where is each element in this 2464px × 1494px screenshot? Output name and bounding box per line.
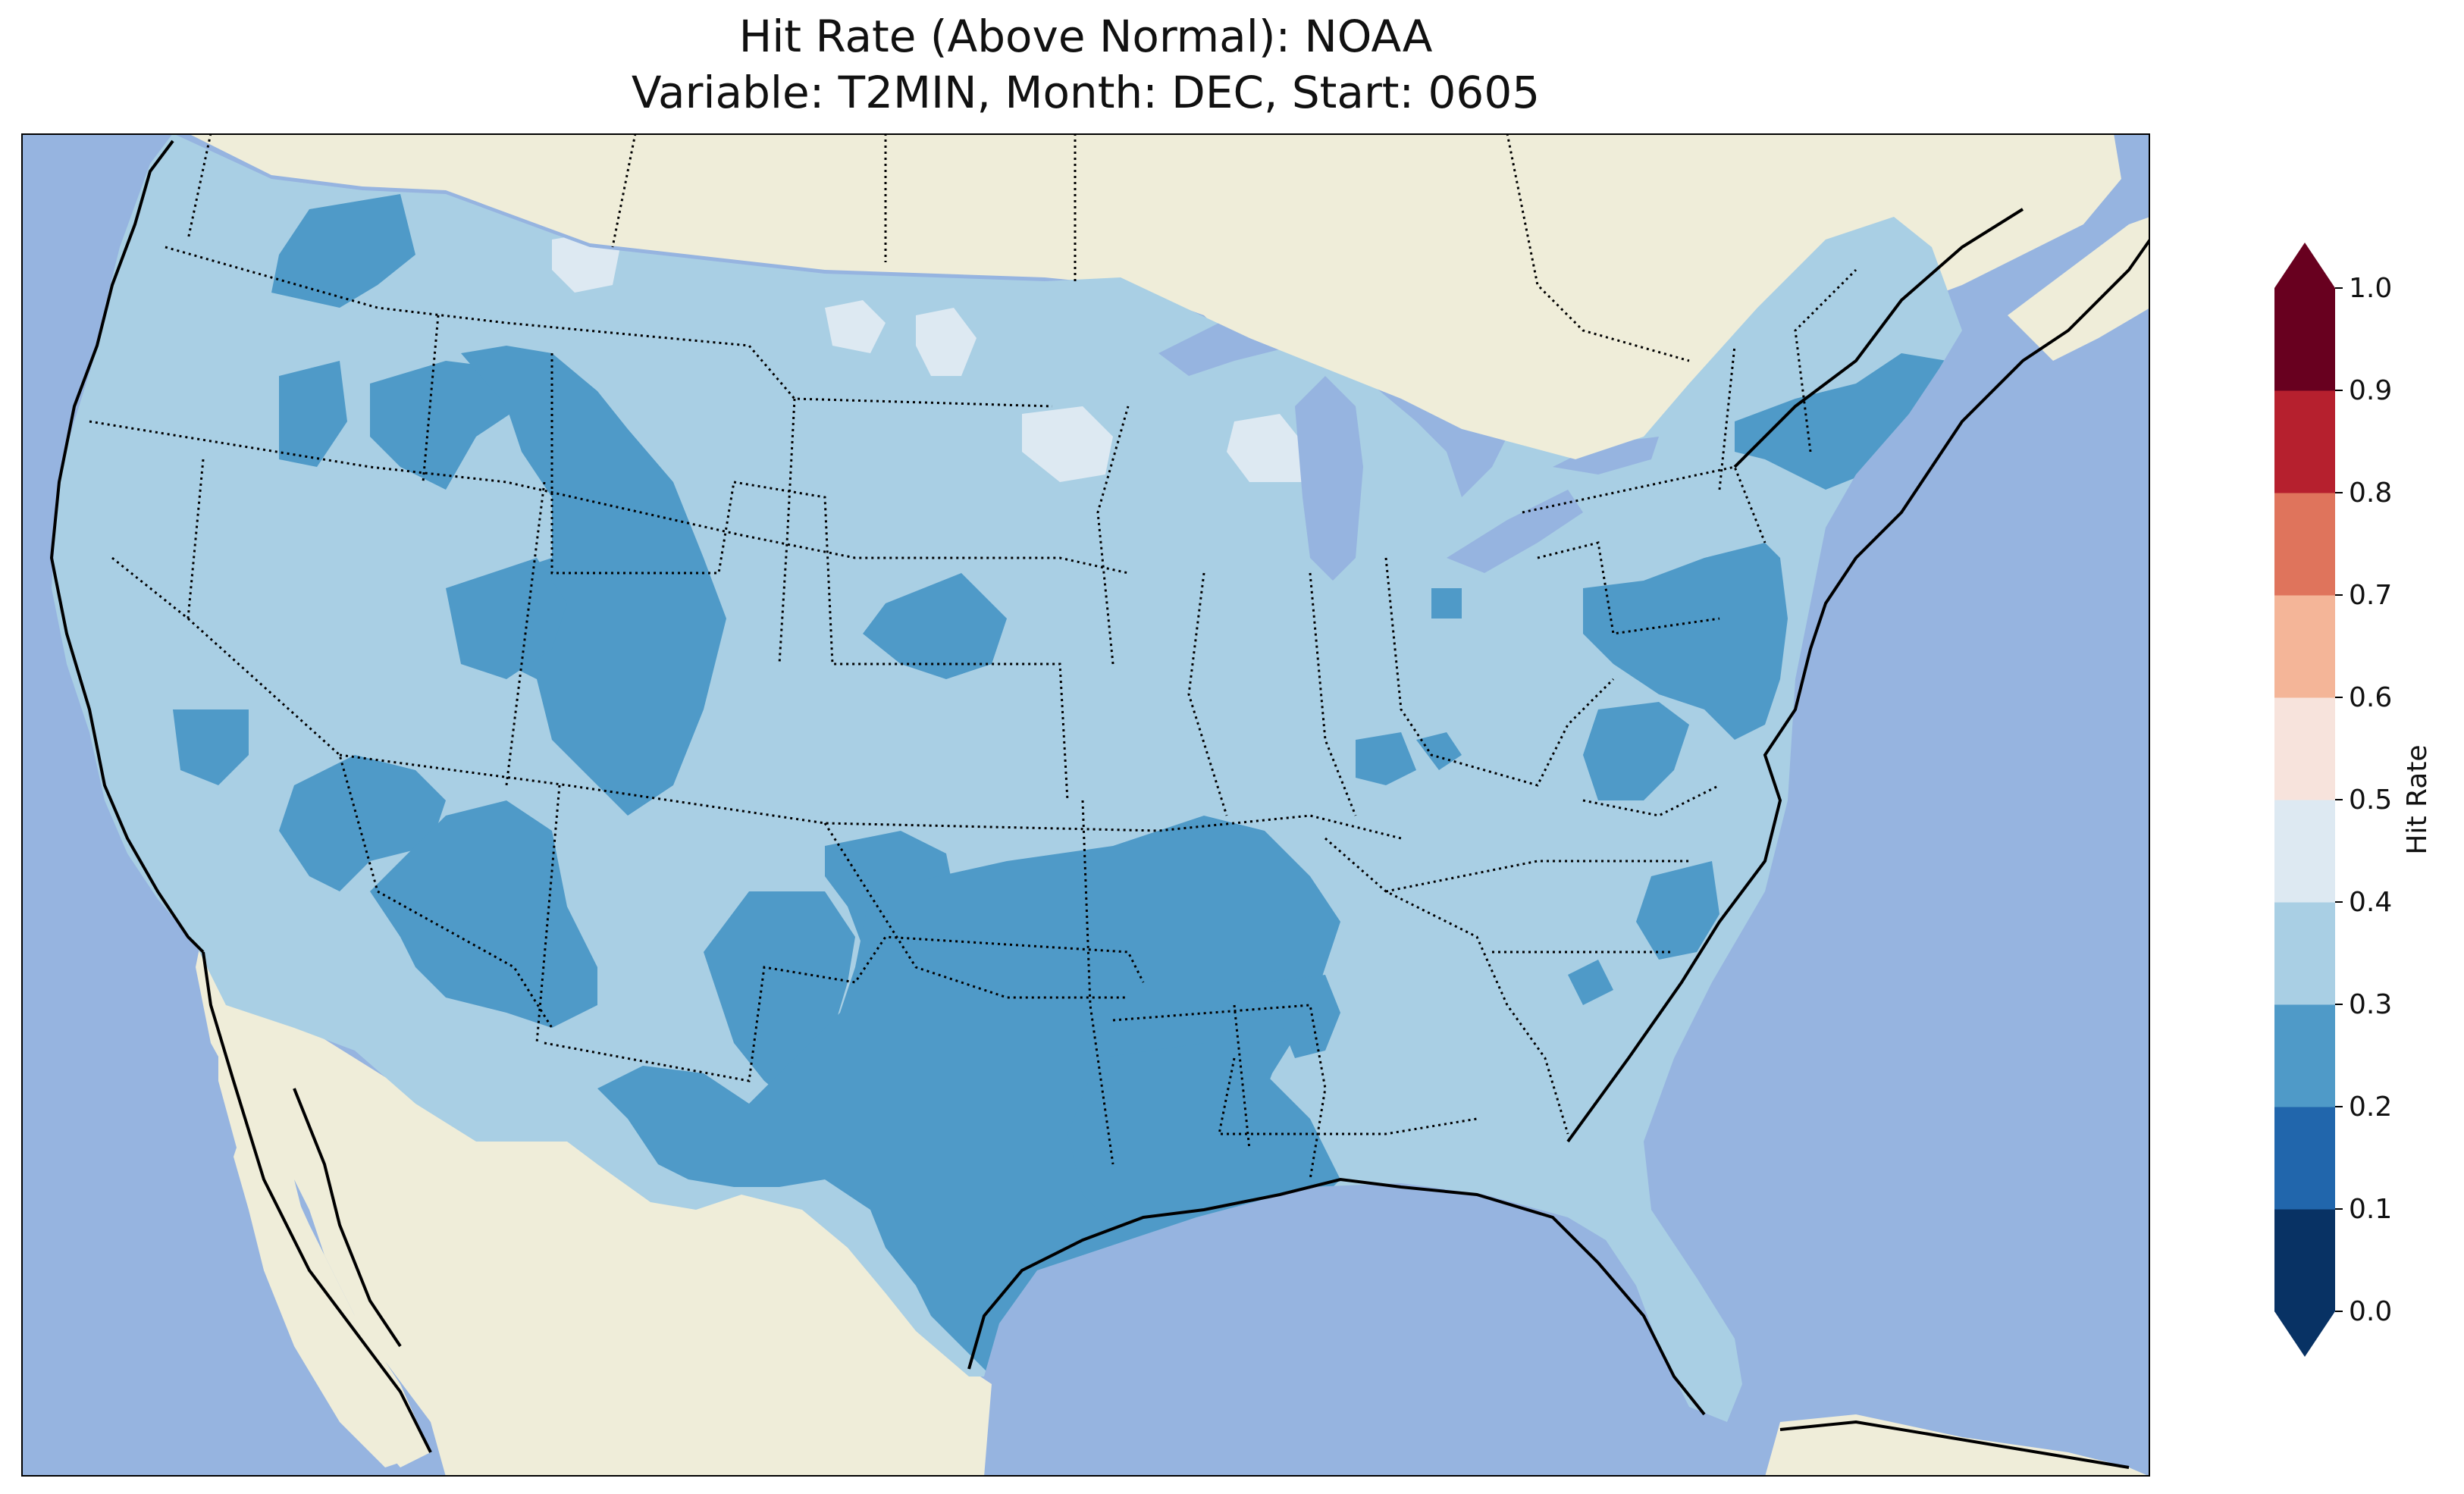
colorbar-extend-max xyxy=(2274,243,2335,288)
colorbar-bin-9 xyxy=(2274,288,2335,391)
map-subtitle: Variable: T2MIN, Month: DEC, Start: 0605 xyxy=(631,67,1541,118)
colorbar-tick-label: 0.6 xyxy=(2349,682,2392,713)
colorbar-tick-label: 0.2 xyxy=(2349,1092,2392,1123)
colorbar-bin-8 xyxy=(2274,390,2335,493)
colorbar: 0.0 0.1 0.2 0.3 0.4 0.5 0.6 0.7 0.8 0.9 1.0 Hit Ra… xyxy=(2274,243,2433,1357)
hit-rate-0.4-0.5-regions xyxy=(552,232,1310,482)
colorbar-bin-4 xyxy=(2274,800,2335,903)
colorbar-bin-3 xyxy=(2274,902,2335,1005)
state-borders xyxy=(89,133,1857,1180)
colorbar-bin-7 xyxy=(2274,493,2335,596)
land-canada xyxy=(150,133,2121,603)
colorbar-tick-label: 0.3 xyxy=(2349,989,2392,1020)
colorbar-tick-label: 0.1 xyxy=(2349,1194,2392,1225)
colorbar-ticks: 0.0 0.1 0.2 0.3 0.4 0.5 0.6 0.7 0.8 0.9 1.0 xyxy=(2335,273,2392,1327)
colorbar-tick-label: 1.0 xyxy=(2349,273,2392,304)
land-maritimes xyxy=(2008,217,2150,361)
colorbar-extend-min xyxy=(2274,1311,2335,1357)
colorbar-bin-2 xyxy=(2274,1004,2335,1107)
colorbar-tick-label: 0.5 xyxy=(2349,785,2392,816)
colorbar-tick-label: 0.7 xyxy=(2349,580,2392,611)
colorbar-tick-label: 0.9 xyxy=(2349,375,2392,406)
land-baja xyxy=(218,990,431,1467)
colorbar-bin-1 xyxy=(2274,1107,2335,1210)
colorbar-bin-5 xyxy=(2274,697,2335,800)
colorbar-tick-label: 0.0 xyxy=(2349,1296,2392,1327)
colorbar-bins xyxy=(2274,288,2335,1312)
colorbar-tick-label: 0.4 xyxy=(2349,887,2392,918)
colorbar-bin-6 xyxy=(2274,595,2335,698)
colorbar-tick-label: 0.8 xyxy=(2349,478,2392,509)
coastlines xyxy=(49,139,2150,1469)
colorbar-bin-0 xyxy=(2274,1209,2335,1312)
colorbar-label: Hit Rate xyxy=(2402,744,2433,854)
land-cuba xyxy=(1765,1414,2150,1477)
map-frame xyxy=(21,133,2150,1477)
map-panel xyxy=(21,133,2150,1477)
map-title: Hit Rate (Above Normal): NOAA xyxy=(738,11,1433,62)
